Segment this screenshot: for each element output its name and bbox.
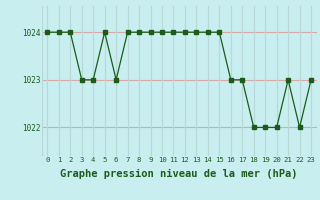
- X-axis label: Graphe pression niveau de la mer (hPa): Graphe pression niveau de la mer (hPa): [60, 169, 298, 179]
